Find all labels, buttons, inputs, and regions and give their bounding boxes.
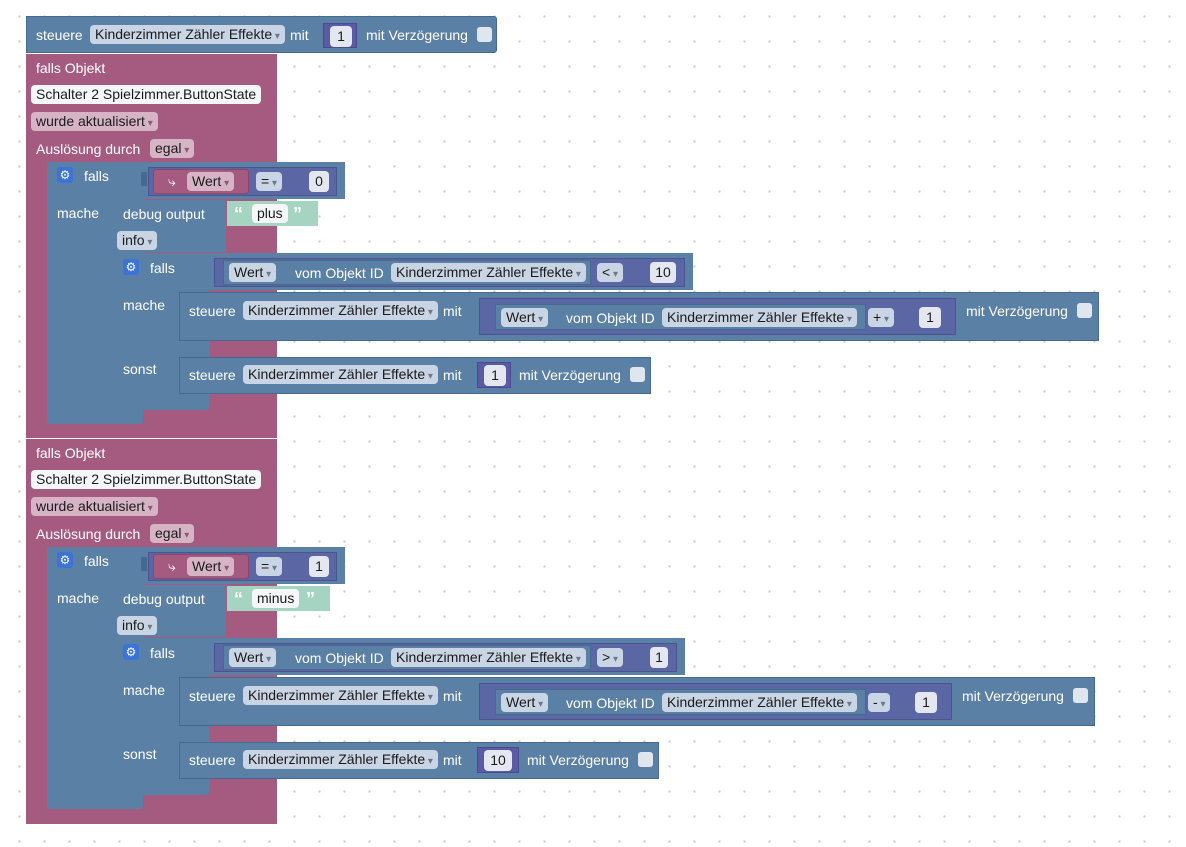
set-state-label: steuere <box>189 688 236 704</box>
operator-dropdown[interactable]: = <box>256 557 282 576</box>
trigger-by-dropdown[interactable]: egal <box>150 524 195 543</box>
delay-label: mit Verzögerung <box>519 367 621 383</box>
set-state-label: steuere <box>189 303 236 319</box>
set-state-label: steuere <box>36 27 83 43</box>
inner-if-label: falls <box>150 645 175 661</box>
trigger-title: falls Objekt <box>36 60 106 76</box>
inner-if-label: falls <box>150 260 175 276</box>
with-label: mit <box>443 303 462 319</box>
with-label: mit <box>443 688 462 704</box>
compare-value-input[interactable]: 0 <box>309 171 329 192</box>
gear-icon[interactable]: ⚙ <box>57 552 73 568</box>
if-label: falls <box>84 553 109 569</box>
math-operator-dropdown[interactable]: + <box>868 308 894 327</box>
gear-icon[interactable]: ⚙ <box>57 167 73 183</box>
delay-checkbox[interactable] <box>1077 303 1092 318</box>
debug-label: debug output <box>123 591 205 607</box>
trigger-by-label: Auslösung durch <box>36 141 141 157</box>
math-value-input[interactable]: 1 <box>919 307 941 328</box>
set-state-label: steuere <box>189 367 236 383</box>
trigger-by-dropdown[interactable]: egal <box>150 139 195 158</box>
gear-icon[interactable]: ⚙ <box>123 644 139 660</box>
trigger-block-bottom <box>26 428 277 438</box>
set-state-label: steuere <box>189 752 236 768</box>
delay-checkbox[interactable] <box>1073 688 1088 703</box>
object-id-field[interactable]: Kinderzimmer Zähler Effekte <box>662 693 857 712</box>
delay-checkbox[interactable] <box>477 27 492 42</box>
debug-level-dropdown[interactable]: info <box>117 616 158 635</box>
delay-label: mit Verzögerung <box>527 752 629 768</box>
target-object-dropdown[interactable]: Kinderzimmer Zähler Effekte <box>243 750 438 769</box>
object-id-field[interactable]: Kinderzimmer Zähler Effekte <box>391 263 586 282</box>
value-input[interactable]: 1 <box>484 365 506 386</box>
state-attr-dropdown[interactable]: Wert <box>501 693 549 712</box>
variable-dropdown[interactable]: Wert <box>187 172 235 191</box>
quote-close: ” <box>293 204 302 224</box>
target-object-dropdown[interactable]: Kinderzimmer Zähler Effekte <box>243 365 438 384</box>
operator-dropdown[interactable]: < <box>597 263 623 282</box>
target-object-dropdown[interactable]: Kinderzimmer Zähler Effekte <box>90 25 285 44</box>
debug-level-dropdown[interactable]: info <box>117 231 158 250</box>
set-state-block-top[interactable]: steuere Kinderzimmer Zähler Effekte mit … <box>26 16 497 53</box>
inner-do-label: mache <box>123 297 166 313</box>
trigger-object-field[interactable]: Schalter 2 Spielzimmer.ButtonState <box>31 470 262 489</box>
operator-dropdown[interactable]: > <box>597 648 623 667</box>
inner-else-label: sonst <box>123 746 157 762</box>
with-label: mit <box>290 27 309 43</box>
with-label: mit <box>443 752 462 768</box>
trigger-event-dropdown[interactable]: wurde aktualisiert <box>31 497 158 516</box>
math-value-input[interactable]: 1 <box>915 692 937 713</box>
state-attr-dropdown[interactable]: Wert <box>229 648 277 667</box>
from-object-label: vom Objekt ID <box>566 310 655 326</box>
do-label: mache <box>57 205 100 221</box>
delay-label: mit Verzögerung <box>366 27 468 43</box>
variable-dropdown[interactable]: Wert <box>187 557 235 576</box>
trigger-title: falls Objekt <box>36 445 106 461</box>
input-notch <box>141 557 147 571</box>
delay-checkbox[interactable] <box>638 752 653 767</box>
target-object-dropdown[interactable]: Kinderzimmer Zähler Effekte <box>243 686 438 705</box>
trigger-object-field[interactable]: Schalter 2 Spielzimmer.ButtonState <box>31 85 262 104</box>
debug-text-field[interactable]: plus <box>252 204 288 223</box>
debug-label: debug output <box>123 206 205 222</box>
delay-label: mit Verzögerung <box>966 303 1068 319</box>
quote-close: ” <box>306 589 315 609</box>
value-input[interactable]: 10 <box>484 750 512 771</box>
quote-open: “ <box>234 204 243 224</box>
inner-else-label: sonst <box>123 361 157 377</box>
delay-label: mit Verzögerung <box>962 688 1064 704</box>
object-id-field[interactable]: Kinderzimmer Zähler Effekte <box>662 308 857 327</box>
gear-icon[interactable]: ⚙ <box>123 259 139 275</box>
object-id-field[interactable]: Kinderzimmer Zähler Effekte <box>391 648 586 667</box>
variable-arrow-icon: ⤷ <box>168 558 176 574</box>
do-label: mache <box>57 590 100 606</box>
inner-do-label: mache <box>123 682 166 698</box>
compare-value-input[interactable]: 1 <box>650 647 668 668</box>
debug-text-field[interactable]: minus <box>252 589 300 608</box>
operator-dropdown[interactable]: = <box>256 172 282 191</box>
from-object-label: vom Objekt ID <box>566 695 655 711</box>
if-label: falls <box>84 168 109 184</box>
trigger-event-dropdown[interactable]: wurde aktualisiert <box>31 112 158 131</box>
with-label: mit <box>443 367 462 383</box>
math-operator-dropdown[interactable]: - <box>868 693 891 712</box>
from-object-label: vom Objekt ID <box>295 650 384 666</box>
compare-value-input[interactable]: 10 <box>650 262 676 283</box>
state-attr-dropdown[interactable]: Wert <box>501 308 549 327</box>
quote-open: “ <box>234 589 243 609</box>
input-notch <box>141 172 147 186</box>
state-attr-dropdown[interactable]: Wert <box>229 263 277 282</box>
compare-value-input[interactable]: 1 <box>309 556 329 577</box>
trigger-by-label: Auslösung durch <box>36 526 141 542</box>
variable-arrow-icon: ⤷ <box>168 173 176 189</box>
delay-checkbox[interactable] <box>630 367 645 382</box>
from-object-label: vom Objekt ID <box>295 265 384 281</box>
value-input[interactable]: 1 <box>330 26 352 47</box>
target-object-dropdown[interactable]: Kinderzimmer Zähler Effekte <box>243 301 438 320</box>
